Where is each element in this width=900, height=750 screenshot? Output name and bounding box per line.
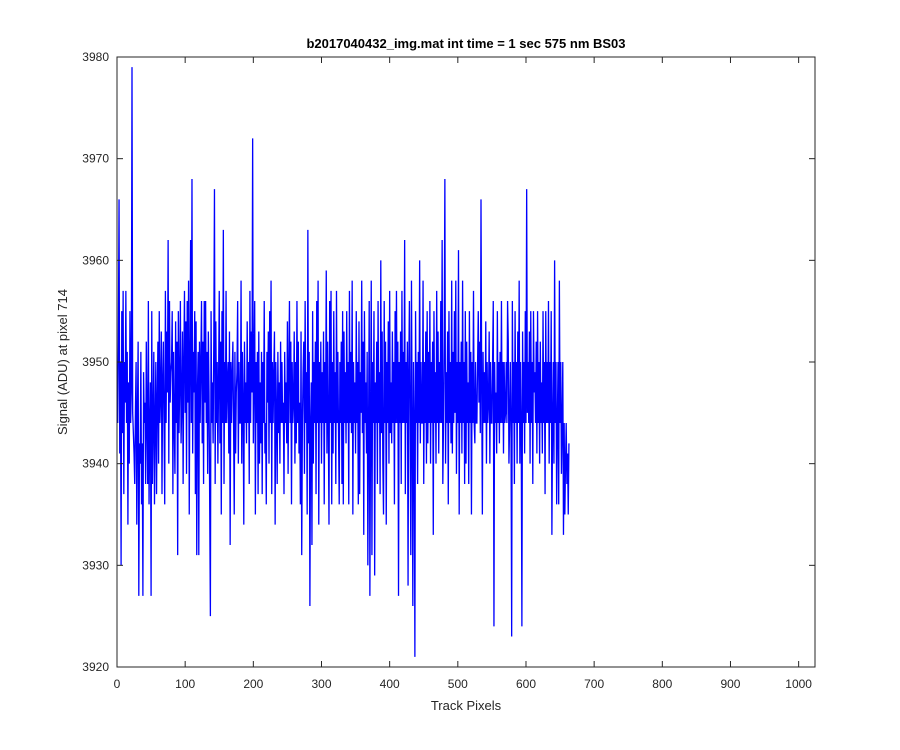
x-tick-label: 300 [311,677,331,691]
chart-title: b2017040432_img.mat int time = 1 sec 575… [306,36,625,51]
x-tick-label: 500 [448,677,468,691]
y-tick-label: 3930 [82,558,109,572]
x-tick-label: 200 [243,677,263,691]
x-tick-label: 600 [516,677,536,691]
y-tick-label: 3940 [82,457,109,471]
x-tick-label: 400 [380,677,400,691]
series-line [117,67,570,657]
x-tick-label: 900 [720,677,740,691]
y-tick-label: 3960 [82,253,109,267]
x-tick-label: 0 [114,677,121,691]
y-tick-label: 3970 [82,152,109,166]
y-tick-label: 3950 [82,355,109,369]
y-axis-label: Signal (ADU) at pixel 714 [55,289,70,435]
x-tick-label: 1000 [785,677,812,691]
x-tick-label: 700 [584,677,604,691]
y-tick-label: 3980 [82,50,109,64]
x-axis-label: Track Pixels [431,698,502,713]
y-tick-label: 3920 [82,660,109,674]
x-tick-label: 100 [175,677,195,691]
tick-layer: 0 100 200 300 400 500 600 700 800 900 1000 3920 3930… [82,50,815,691]
x-tick-label: 800 [652,677,672,691]
series-layer [117,67,570,657]
